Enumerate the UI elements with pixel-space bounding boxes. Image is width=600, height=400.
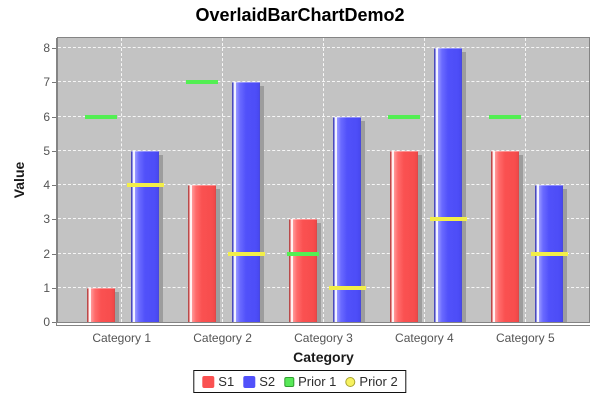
gridline-vertical [121,38,123,322]
y-tick-label: 7 [43,75,50,90]
x-category-label: Category 2 [193,331,252,345]
bar-shadow [518,154,523,322]
x-axis-title: Category [293,349,354,365]
legend-item: Prior 1 [284,374,336,389]
gridline-vertical [423,38,425,322]
x-category-label: Category 3 [294,331,353,345]
y-tick-label: 4 [43,178,50,192]
legend-item: Prior 2 [345,374,398,389]
y-axis-line [56,38,57,326]
bar-s2-category-2 [231,82,260,322]
x-axis-line [56,325,590,326]
bar-s2-category-1 [131,150,159,322]
bar-s1-category-1 [87,287,115,322]
y-tick-label: 3 [43,212,50,227]
marker-prior1-category-1 [85,114,117,119]
y-tick-label: 6 [43,109,50,124]
y-tick-label: 1 [43,280,50,295]
marker-prior2-category-2 [227,251,265,256]
legend-item-label: S1 [218,374,235,389]
legend-swatch-s1 [202,375,215,388]
bar-shadow [360,120,365,322]
y-tick-mark [52,287,56,289]
y-tick-label: 0 [43,315,50,329]
y-tick-mark [52,48,56,49]
marker-prior1-category-4 [387,114,420,119]
bar-s2-category-4 [433,48,462,322]
marker-prior2-category-4 [429,217,467,222]
x-category-label: Category 5 [495,331,555,345]
gridline-vertical [323,38,324,322]
bar-s1-category-2 [187,185,216,322]
marker-prior2-category-3 [328,285,366,290]
gridline-vertical [222,38,224,322]
legend: S1 S2 Prior 1 Prior 2 [193,370,407,393]
marker-prior2-category-5 [530,251,568,256]
marker-prior2-category-1 [127,183,164,187]
y-tick-mark [52,219,56,221]
bar-shadow [562,189,567,322]
legend-swatch-prior1 [284,376,295,387]
bar-shadow [215,189,220,322]
bar-shadow [417,154,422,322]
chart-title: OverlaidBarChartDemo2 [195,5,405,25]
y-tick-label: 5 [43,143,50,158]
y-tick-mark [52,150,56,152]
legend-item: S1 [202,374,234,389]
y-tick-mark [52,82,56,84]
bar-s1-category-4 [389,150,418,322]
y-tick-mark [52,116,56,118]
legend-item-label: Prior 1 [298,374,337,389]
marker-prior1-category-3 [286,251,319,256]
y-tick-mark [52,322,56,323]
bar-shadow [259,86,264,322]
marker-prior1-category-2 [185,80,218,85]
gridline-vertical [524,38,526,322]
legend-swatch-prior2 [345,376,356,387]
legend-swatch-s2 [243,375,256,388]
x-category-label: Category 4 [395,331,454,345]
bar-s1-category-3 [288,219,317,322]
legend-item-label: Prior 2 [359,374,398,389]
x-category-label: Category 1 [92,331,152,345]
y-tick-mark [52,253,56,255]
marker-prior1-category-5 [488,114,521,119]
y-tick-label: 8 [43,41,50,55]
bar-shadow [316,223,321,322]
legend-item: S2 [243,374,275,389]
bar-s1-category-5 [490,150,519,322]
bar-shadow [115,291,119,322]
y-tick-mark [52,185,56,186]
legend-item-label: S2 [259,374,276,389]
plot-area [57,37,590,323]
y-tick-label: 2 [43,246,50,261]
bar-shadow [159,154,163,322]
bar-shadow [461,52,466,322]
bar-s2-category-3 [332,116,361,322]
